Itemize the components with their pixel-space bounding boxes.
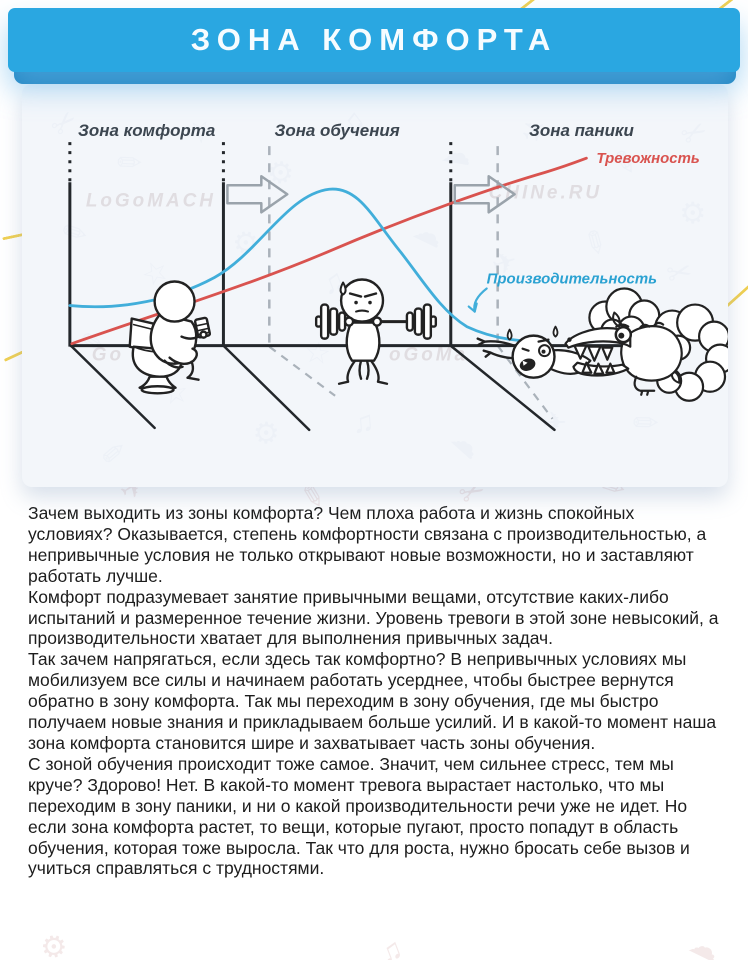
- paragraph: С зоной обучения происходит тоже самое. …: [28, 753, 690, 879]
- watermark-fragment: LoGoMACH: [86, 190, 216, 211]
- watermark-fragment: CHINe.RU: [489, 182, 602, 203]
- floor-edge-line: [70, 345, 556, 432]
- zone-divider-line: [68, 142, 453, 347]
- zone-label-learning: Зона обучения: [274, 121, 399, 140]
- crocodile-jaws: [564, 323, 633, 377]
- zone-divider-dashed-line: [268, 146, 499, 346]
- productivity-curve-label: Производительность: [487, 270, 657, 287]
- comfort-zone-chart: LoGoMACH CHINe.RU oGoMa Go: [68, 121, 728, 432]
- paragraph: Комфорт подразумевает занятие привычными…: [28, 586, 719, 649]
- article-text: Зачем выходить из зоны комфорта? Чем пло…: [0, 503, 748, 879]
- zone-label-panic: Зона паники: [529, 121, 634, 140]
- comfort-zone-illustration-toilet-person: [128, 280, 212, 395]
- productivity-pointer-arrow: [467, 287, 488, 313]
- victim-head: [506, 325, 559, 379]
- panic-zone-illustration-crocodile-attack: [476, 287, 728, 402]
- diagram-card: ✂✏☆⚙♫☁✈✎✂✏☆⚙♫☁✈✎✂✏☆⚙♫☁✈✎✂✏☆⚙ LoGoMACH CH…: [22, 84, 728, 487]
- doodle-icon: ♫: [374, 932, 408, 960]
- watermark-fragment: oGoMa: [389, 345, 468, 366]
- title-banner: ЗОНА КОМФОРТА: [8, 8, 740, 72]
- learning-zone-illustration-barbell-person: [314, 278, 438, 385]
- zone-expand-arrow: [226, 174, 516, 214]
- anxiety-curve-label: Тревожность: [596, 150, 700, 167]
- paragraph: Так зачем напрягаться, если здесь так ко…: [28, 649, 717, 753]
- crocodile-body: [620, 321, 683, 396]
- watermark-text: LoGoMACH CHINe.RU oGoMa Go: [86, 182, 602, 366]
- doodle-icon: ☁: [684, 926, 726, 960]
- page-title: ЗОНА КОМФОРТА: [190, 22, 558, 57]
- paragraph: Зачем выходить из зоны комфорта? Чем пло…: [28, 503, 707, 586]
- zone-label-comfort: Зона комфорта: [78, 121, 215, 140]
- watermark-fragment: Go: [92, 345, 124, 366]
- doodle-icon: ⚙: [34, 927, 73, 960]
